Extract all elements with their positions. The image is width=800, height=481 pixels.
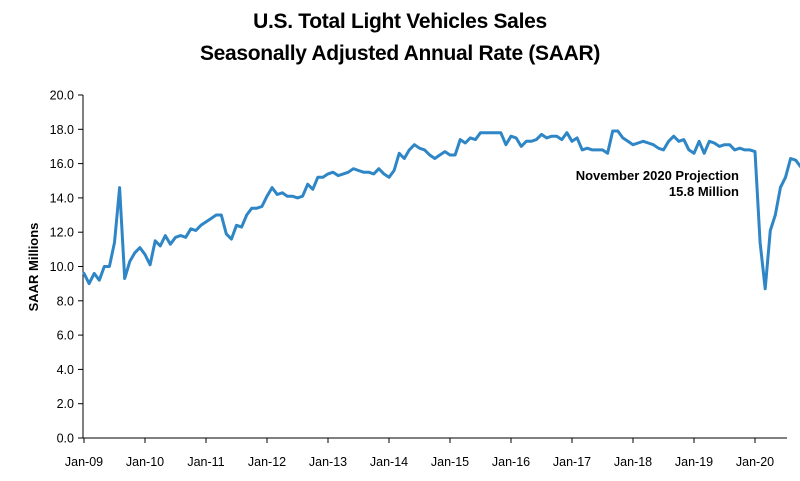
x-tick-label: Jan-09	[65, 455, 103, 469]
y-axis: 0.0 2.0 4.0 6.0 8.0 10.0 12.0 14.0 16.0 18.0 20.0	[50, 89, 84, 446]
y-tick-label: 4.0	[57, 363, 74, 377]
x-tick-label: Jan-15	[431, 455, 469, 469]
annotation-line-1: November 2020 Projection	[576, 168, 739, 183]
chart-subtitle: Seasonally Adjusted Annual Rate (SAAR)	[199, 42, 601, 65]
y-tick-label: 2.0	[57, 397, 74, 411]
y-tick-label: 20.0	[50, 89, 74, 103]
x-tick-label: Jan-16	[492, 455, 530, 469]
x-tick-label: Jan-17	[553, 455, 591, 469]
y-tick-label: 14.0	[50, 191, 74, 205]
chart-title: U.S. Total Light Vehicles Sales	[253, 10, 547, 33]
series-sales	[82, 129, 800, 291]
x-tick-label: Jan-10	[126, 455, 164, 469]
y-tick-label: 0.0	[57, 432, 74, 446]
series-line	[82, 129, 800, 291]
y-tick-label: 16.0	[50, 157, 74, 171]
y-tick-label: 8.0	[57, 294, 74, 308]
x-tick-label: Jan-19	[675, 455, 713, 469]
x-tick-label: Jan-12	[248, 455, 286, 469]
x-tick-label: Jan-14	[370, 455, 408, 469]
x-tick-label: Jan-11	[187, 455, 224, 469]
x-tick-label: Jan-18	[614, 455, 652, 469]
y-axis-label: SAAR Millions	[26, 223, 41, 312]
y-tick-label: 10.0	[50, 260, 74, 274]
y-tick-label: 18.0	[50, 123, 74, 137]
x-tick-label: Jan-20	[736, 455, 774, 469]
x-axis: Jan-09 Jan-10 Jan-11 Jan-12 Jan-13 Jan-14 Jan-…	[65, 437, 787, 469]
y-tick-label: 6.0	[57, 329, 74, 343]
y-tick-label: 12.0	[50, 226, 74, 240]
annotation-line-2: 15.8 Million	[669, 184, 739, 199]
x-tick-label: Jan-13	[309, 455, 347, 469]
